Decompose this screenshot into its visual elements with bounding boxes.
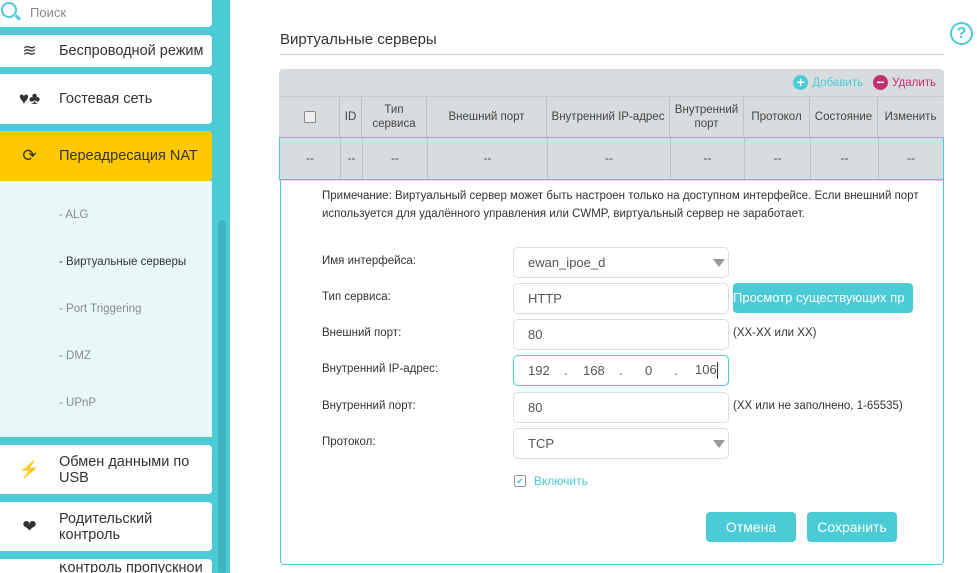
cell: -- — [280, 138, 341, 179]
table-header: ID Тип сервиса Внешний порт Внутренний I… — [280, 96, 943, 137]
scrollbar[interactable] — [218, 220, 226, 573]
cell: -- — [341, 138, 363, 179]
protocol-value: TCP — [528, 436, 554, 451]
add-button[interactable]: Добавить — [812, 76, 864, 89]
protocol-label: Протокол: — [322, 436, 376, 448]
col-ext-port: Внешний порт — [427, 97, 547, 137]
sub-item-dmz[interactable]: - DMZ — [59, 350, 91, 362]
int-port-input[interactable]: 80 — [513, 392, 729, 423]
enable-label: Включить — [534, 474, 588, 488]
int-port-label: Внутренний порт: — [322, 400, 416, 412]
int-ip-label: Внутренний IP-адрес: — [322, 363, 439, 375]
col-status: Состояние — [810, 97, 878, 137]
dropdown-arrow-icon — [713, 259, 725, 267]
ext-port-hint: (XX-XX или XX) — [733, 327, 817, 339]
cell: -- — [428, 138, 548, 179]
nat-icon: ⟳ — [22, 146, 37, 165]
sidebar-item-wireless[interactable]: ≋ Беспроводной режим — [0, 35, 212, 67]
note-text: Примечание: Виртуальный сервер может быт… — [322, 190, 919, 220]
sidebar-item-parental[interactable]: ❤ Родительский контроль — [0, 502, 212, 551]
ext-port-input[interactable]: 80 — [513, 319, 729, 350]
interface-label: Имя интерфейса: — [322, 255, 416, 267]
service-input[interactable]: HTTP — [513, 283, 729, 314]
ip-octet[interactable]: 168 — [583, 363, 605, 378]
col-int-ip: Внутренний IP-адрес — [547, 97, 670, 137]
enable-checkbox[interactable]: ✔ Включить — [514, 474, 588, 488]
cell: -- — [671, 138, 745, 179]
wifi-icon: ≋ — [22, 41, 37, 60]
ip-separator: . — [564, 363, 568, 378]
cancel-button[interactable]: Отмена — [706, 512, 796, 542]
guest-network-icon: ♥♣ — [18, 89, 41, 108]
divider — [280, 54, 944, 55]
sidebar: Поиск ≋ Беспроводной режим ♥♣ Гостевая сет… — [0, 0, 230, 573]
ip-octet[interactable]: 0 — [645, 363, 653, 378]
protocol-select[interactable]: TCP — [513, 428, 729, 459]
sub-item-virtual-servers[interactable]: - Виртуальные серверы — [59, 256, 187, 268]
interface-value: ewan_ipoe_d — [528, 255, 606, 270]
cell: -- — [907, 152, 915, 165]
col-id: ID — [340, 97, 362, 137]
col-protocol: Протокол — [744, 97, 810, 137]
view-existing-services-button[interactable]: Просмотр существующих пр — [733, 283, 913, 313]
service-label: Тип сервиса: — [322, 291, 391, 303]
ip-octet[interactable]: 106 — [695, 362, 718, 379]
delete-icon[interactable]: − — [873, 75, 889, 90]
col-int-port: Внутренний порт — [670, 97, 744, 137]
sub-item-alg[interactable]: - ALG — [59, 209, 89, 221]
table-row: -- -- -- -- -- -- -- -- -- — [279, 137, 944, 180]
cell: -- — [548, 138, 671, 179]
ext-port-label: Внешний порт: — [322, 327, 402, 339]
virtual-servers-table: + Добавить − Удалить ID Тип сервиса Внеш… — [279, 69, 944, 181]
sidebar-item-nat[interactable]: ⟳ Переадресация NAT — [0, 131, 212, 181]
cell: -- — [745, 138, 811, 179]
int-ip-input[interactable]: 192 . 168 . 0 . 106 — [513, 355, 729, 386]
sub-item-upnp[interactable]: - UPnP — [59, 397, 97, 409]
dropdown-arrow-icon — [713, 440, 725, 448]
select-all-checkbox[interactable] — [303, 111, 316, 123]
submenu: - ALG - Виртуальные серверы - Port Trigg… — [0, 181, 212, 437]
search-icon — [1, 2, 17, 18]
checkmark-icon: ✔ — [514, 475, 526, 487]
int-port-hint: (XX или не заполнено, 1-65535) — [733, 400, 903, 412]
sidebar-item-usb[interactable]: ⚡ Обмен данными по USB — [0, 445, 212, 494]
ip-separator: . — [674, 363, 678, 378]
cell: -- — [363, 138, 428, 179]
parental-control-icon: ❤ — [22, 516, 37, 536]
save-button[interactable]: Сохранить — [807, 512, 897, 542]
edit-form: Примечание: Виртуальный сервер может быт… — [280, 180, 944, 565]
sidebar-item-bandwidth[interactable]: Контроль пропускной — [0, 559, 212, 573]
search-input[interactable]: Поиск — [0, 0, 212, 27]
page-title: Виртуальные серверы — [280, 31, 437, 48]
help-icon[interactable]: ? — [950, 22, 973, 45]
delete-button[interactable]: Удалить — [892, 76, 936, 89]
interface-select[interactable]: ewan_ipoe_d — [513, 247, 729, 278]
sub-item-port-triggering[interactable]: - Port Triggering — [59, 303, 142, 315]
ip-octet[interactable]: 192 — [528, 363, 550, 378]
sidebar-item-guest[interactable]: ♥♣ Гостевая сеть — [0, 74, 212, 124]
usb-icon: ⚡ — [18, 459, 41, 479]
cell: -- — [811, 138, 879, 179]
col-service: Тип сервиса — [362, 97, 427, 137]
add-icon[interactable]: + — [793, 75, 809, 90]
col-edit: Изменить — [884, 111, 937, 123]
ip-separator: . — [619, 363, 623, 378]
